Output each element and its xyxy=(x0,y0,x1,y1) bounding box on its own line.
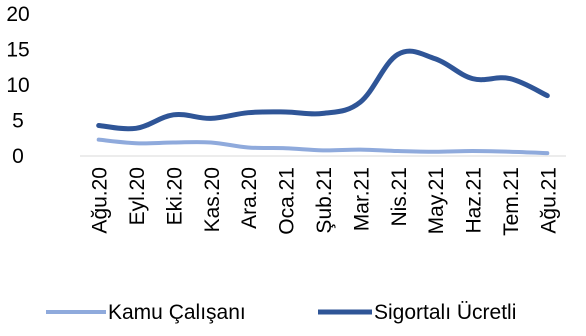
x-tick-label: Şub.21 xyxy=(313,167,336,234)
y-tick-label: 0 xyxy=(12,145,24,168)
x-tick-label: May.21 xyxy=(425,167,448,234)
x-tick-label: Tem.21 xyxy=(500,167,523,236)
x-axis: Ağu.20 Eyl.20 Eki.20 Kas.20 Ara.20 Oca.21 Şub.… xyxy=(80,155,566,236)
x-tick-label: Ağu.21 xyxy=(537,167,560,234)
x-tick-label: Haz.21 xyxy=(463,167,486,234)
x-tick-label: Ağu.20 xyxy=(89,167,112,234)
x-tick-label: Nis.21 xyxy=(388,167,411,227)
series-line-sigortali-ucretli xyxy=(96,48,550,132)
x-tick-label: Mar.21 xyxy=(350,167,373,231)
x-tick-label: Kas.20 xyxy=(201,167,224,232)
y-tick-label: 5 xyxy=(12,110,24,133)
x-tick-label: Ara.20 xyxy=(238,167,261,229)
y-axis: 0 5 10 15 20 xyxy=(6,3,29,168)
x-tick-label: Eyl.20 xyxy=(126,167,149,225)
legend: Kamu Çalışanı Sigortalı Ücretli xyxy=(46,301,516,324)
legend-label: Kamu Çalışanı xyxy=(108,301,246,324)
legend-label: Sigortalı Ücretli xyxy=(374,301,516,324)
series-layer xyxy=(96,48,550,156)
x-tick-label: Oca.21 xyxy=(276,167,299,235)
y-tick-label: 20 xyxy=(6,3,29,26)
y-tick-label: 15 xyxy=(6,39,29,62)
y-tick-label: 10 xyxy=(6,74,29,97)
series-line-kamu-calisani xyxy=(96,137,550,156)
x-tick-label: Eki.20 xyxy=(163,167,186,225)
